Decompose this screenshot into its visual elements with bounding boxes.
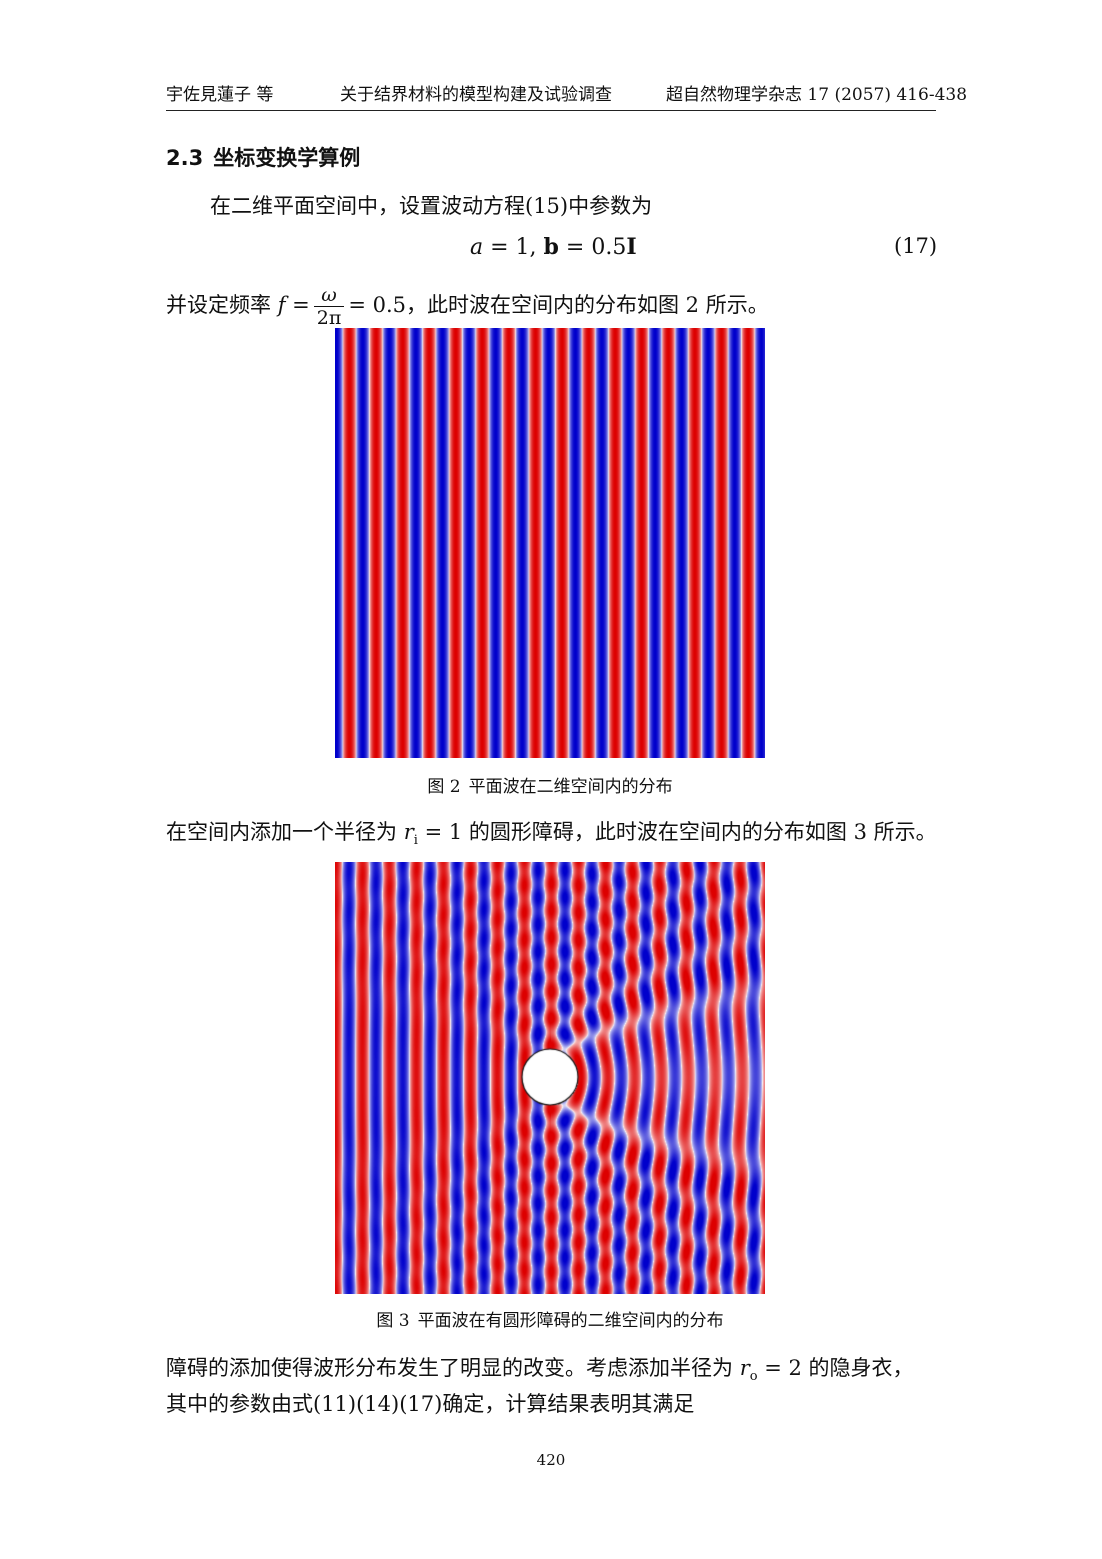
header-authors: 宇佐見蓮子 等 <box>166 85 274 105</box>
header-journal: 超自然物理学杂志 17 (2057) 416-438 <box>666 85 968 105</box>
eq-b-symbol: b <box>543 234 559 260</box>
para4-subscript: o <box>749 1369 758 1385</box>
figure-3-scattered-wave-field <box>335 862 765 1294</box>
figure-3-caption: 图 3 平面波在有圆形障碍的二维空间内的分布 <box>335 1306 765 1331</box>
page-number: 420 <box>536 1451 566 1469</box>
section-heading: 2.3 坐标变换学算例 <box>166 142 360 172</box>
omega-over-2pi-fraction: ω 2π <box>313 284 345 329</box>
para3-lead: 在空间内添加一个半径为 <box>166 820 404 844</box>
para4-tail: 的隐身衣， <box>801 1356 914 1380</box>
paragraph-2: 并设定频率 f = ω 2π = 0.5，此时波在空间内的分布如图 2 所示。 <box>166 282 769 329</box>
figure-2-caption: 图 2 平面波在二维空间内的分布 <box>335 772 765 797</box>
paragraph-4-line-1: 障碍的添加使得波形分布发生了明显的改变。考虑添加半径为 ro = 2 的隐身衣， <box>166 1354 914 1391</box>
para4-lead: 障碍的添加使得波形分布发生了明显的改变。考虑添加半径为 <box>166 1356 740 1380</box>
header-rule <box>166 110 936 111</box>
eq-a-rest: = 1, <box>483 235 544 260</box>
para2-lead: 并设定频率 <box>166 293 278 317</box>
figure-2-plane-wave-field <box>335 328 765 758</box>
paragraph-1: 在二维平面空间中，设置波动方程(15)中参数为 <box>210 194 653 218</box>
paragraph-4-line-2: 其中的参数由式(11)(14)(17)确定，计算结果表明其满足 <box>166 1392 695 1416</box>
figure-2-caption-text: 平面波在二维空间内的分布 <box>468 777 673 797</box>
eq-identity-symbol: I <box>626 234 637 260</box>
equation-number: (17) <box>894 234 938 258</box>
para2-eq: = <box>285 293 310 317</box>
figure-2-label: 图 2 <box>427 777 461 797</box>
section-title: 坐标变换学算例 <box>213 146 361 170</box>
para2-tail: ，此时波在空间内的分布如图 2 所示。 <box>406 293 769 317</box>
para2-value: = 0.5 <box>348 293 406 317</box>
fraction-denominator: 2π <box>316 307 342 329</box>
para3-subscript: i <box>413 833 418 849</box>
para4-eq: = 2 <box>757 1356 802 1380</box>
figure-3-caption-text: 平面波在有圆形障碍的二维空间内的分布 <box>417 1311 724 1331</box>
para3-eq: = 1 <box>417 820 463 844</box>
paragraph-3: 在空间内添加一个半径为 ri = 1 的圆形障碍，此时波在空间内的分布如图 3 … <box>166 818 937 855</box>
para4-r: r <box>739 1356 750 1380</box>
para3-r: r <box>403 820 414 844</box>
eq-b-mid: = 0.5 <box>558 235 627 260</box>
figure-3-label: 图 3 <box>376 1311 410 1331</box>
header-title: 关于结界材料的模型构建及试验调查 <box>340 85 612 105</box>
para2-f: f <box>277 293 286 317</box>
equation-17: a = 1, b = 0.5I <box>470 234 637 260</box>
section-number: 2.3 <box>166 146 204 170</box>
eq-a-symbol: a <box>470 235 484 260</box>
fraction-bar <box>313 306 345 307</box>
para3-tail: 的圆形障碍，此时波在空间内的分布如图 3 所示。 <box>462 820 937 844</box>
fraction-numerator: ω <box>321 284 337 306</box>
